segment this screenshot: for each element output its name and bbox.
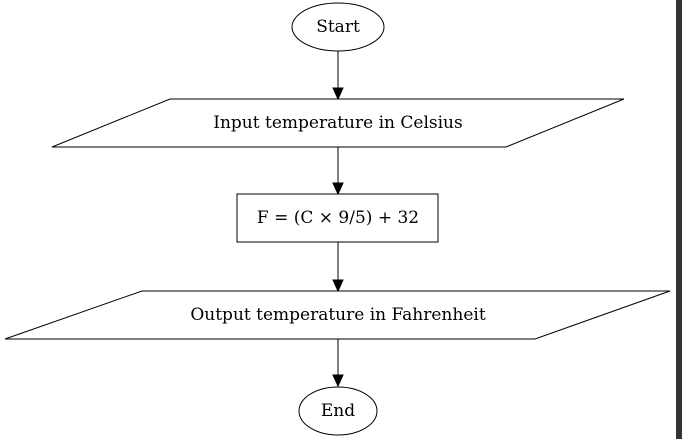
output-parallelogram — [4, 290, 671, 340]
start-label: Start — [316, 17, 360, 37]
input-parallelogram — [51, 98, 625, 148]
edge-process-to-output — [332, 242, 344, 293]
output-label: Output temperature in Fahrenheit — [190, 305, 485, 325]
start-node: Start — [291, 2, 385, 52]
end-node: End — [298, 386, 378, 436]
process-label: F = (C × 9/5) + 32 — [257, 208, 419, 228]
input-node: Input temperature in Celsius — [51, 98, 625, 148]
input-label: Input temperature in Celsius — [213, 113, 462, 133]
edge-output-to-end — [332, 339, 344, 388]
end-ellipse — [298, 386, 378, 436]
window-right-border — [676, 0, 682, 439]
start-ellipse — [291, 2, 385, 52]
edge-input-to-process — [332, 147, 344, 196]
edge-start-to-input — [332, 51, 344, 101]
end-label: End — [321, 401, 355, 421]
process-rectangle — [236, 193, 439, 243]
process-node: F = (C × 9/5) + 32 — [236, 193, 439, 243]
output-node: Output temperature in Fahrenheit — [4, 290, 671, 340]
